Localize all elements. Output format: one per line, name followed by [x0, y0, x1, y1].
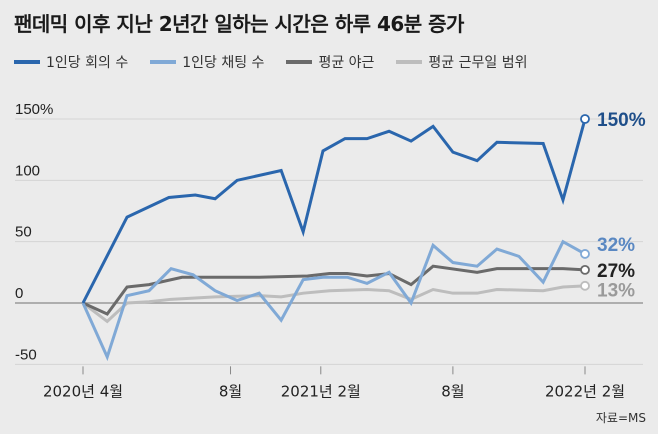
x-tick-label: 2020년 4월 [43, 382, 123, 400]
legend-label: 평균 야근 [318, 55, 375, 71]
end-value-label: 13% [597, 281, 635, 302]
y-tick-label: 50 [15, 224, 32, 241]
chart-title: 팬데믹 이후 지난 2년간 일하는 시간은 하루 46분 증가 [14, 12, 464, 36]
legend-swatch [286, 60, 313, 64]
end-point-marker [580, 249, 590, 259]
legend-item-workday-span: 평균 근무일 범위 [396, 52, 527, 72]
legend-swatch [150, 60, 177, 64]
source-note: 자료=MS [595, 411, 646, 425]
legend-item-overtime: 평균 야근 [286, 52, 374, 72]
x-tick-label: 2022년 2월 [545, 382, 625, 400]
end-value-label: 150% [597, 110, 646, 131]
end-point-marker [580, 114, 590, 124]
legend-label: 1인당 회의 수 [46, 55, 129, 71]
y-tick-label: 0 [15, 285, 23, 302]
series-line [82, 264, 586, 316]
series-line [81, 118, 587, 304]
legend-item-chats: 1인당 채팅 수 [150, 52, 264, 72]
legend-swatch [396, 60, 423, 64]
series-line [81, 239, 586, 362]
legend: 1인당 회의 수 1인당 채팅 수 평균 야근 평균 근무일 범위 [14, 52, 527, 72]
legend-label: 평균 근무일 범위 [428, 55, 528, 71]
x-tick-label: 2021년 2월 [281, 382, 361, 400]
x-tick-label: 8월 [219, 382, 242, 400]
legend-label: 1인당 채팅 수 [182, 55, 265, 71]
series-line [82, 284, 586, 324]
x-tick-label: 8월 [441, 382, 464, 400]
end-value-label: 32% [597, 235, 635, 256]
y-tick-label: -50 [15, 346, 37, 363]
end-point-marker [580, 264, 590, 275]
y-tick-label: 100 [15, 162, 40, 179]
legend-item-meetings: 1인당 회의 수 [14, 52, 128, 72]
legend-swatch [14, 60, 40, 64]
end-value-label: 27% [597, 261, 635, 282]
y-tick-label: 150% [15, 101, 53, 118]
end-point-marker [580, 280, 590, 291]
